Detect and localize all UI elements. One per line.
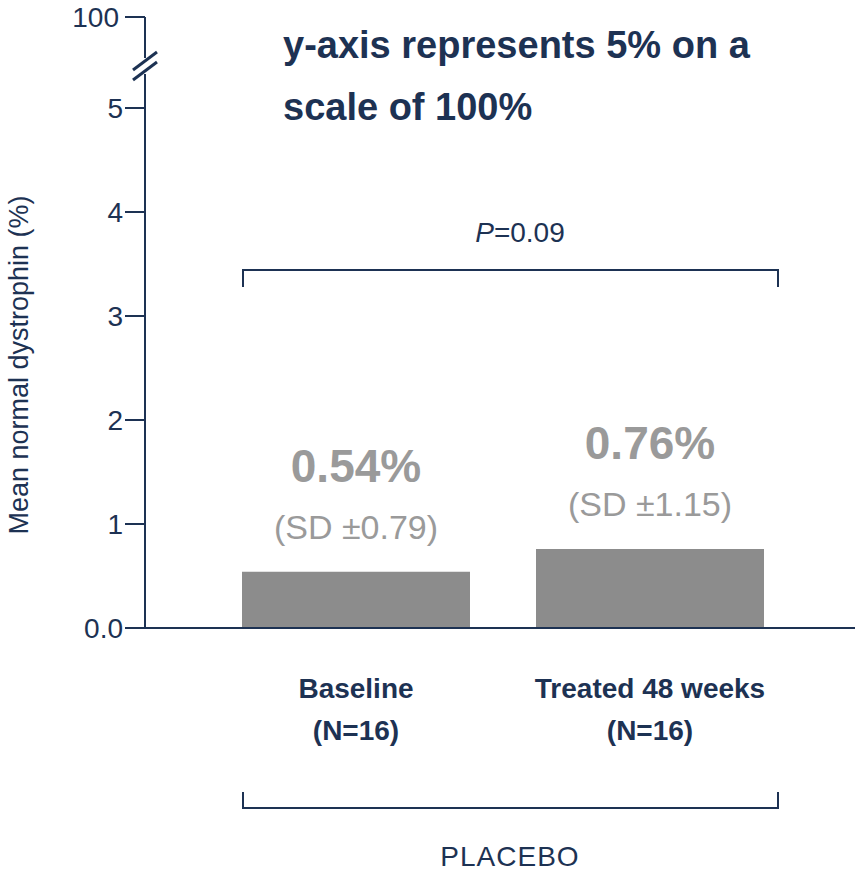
svg-text:100: 100	[72, 2, 119, 33]
svg-text:(SD ±1.15): (SD ±1.15)	[568, 485, 732, 523]
svg-text:4: 4	[107, 197, 123, 228]
svg-text:2: 2	[107, 405, 123, 436]
svg-text:0.0: 0.0	[84, 613, 123, 644]
svg-text:Baseline: Baseline	[298, 673, 413, 704]
svg-text:3: 3	[107, 301, 123, 332]
svg-text:0.54%: 0.54%	[291, 440, 421, 492]
svg-text:PLACEBO: PLACEBO	[440, 841, 579, 872]
svg-text:(N=16): (N=16)	[607, 715, 693, 746]
svg-text:(SD ±0.79): (SD ±0.79)	[274, 508, 438, 546]
svg-text:5: 5	[107, 93, 123, 124]
svg-text:P=0.09: P=0.09	[475, 217, 565, 248]
svg-text:0.76%: 0.76%	[585, 417, 715, 469]
html-text:y-axis represents 5% on a scal: y-axis represents 5% on a scale of 100%	[283, 24, 750, 128]
svg-text:(N=16): (N=16)	[313, 715, 399, 746]
svg-text:Mean normal dystrophin (%): Mean normal dystrophin (%)	[8, 195, 34, 534]
svg-text:1: 1	[107, 509, 123, 540]
svg-text:Treated 48 weeks: Treated 48 weeks	[535, 673, 765, 704]
